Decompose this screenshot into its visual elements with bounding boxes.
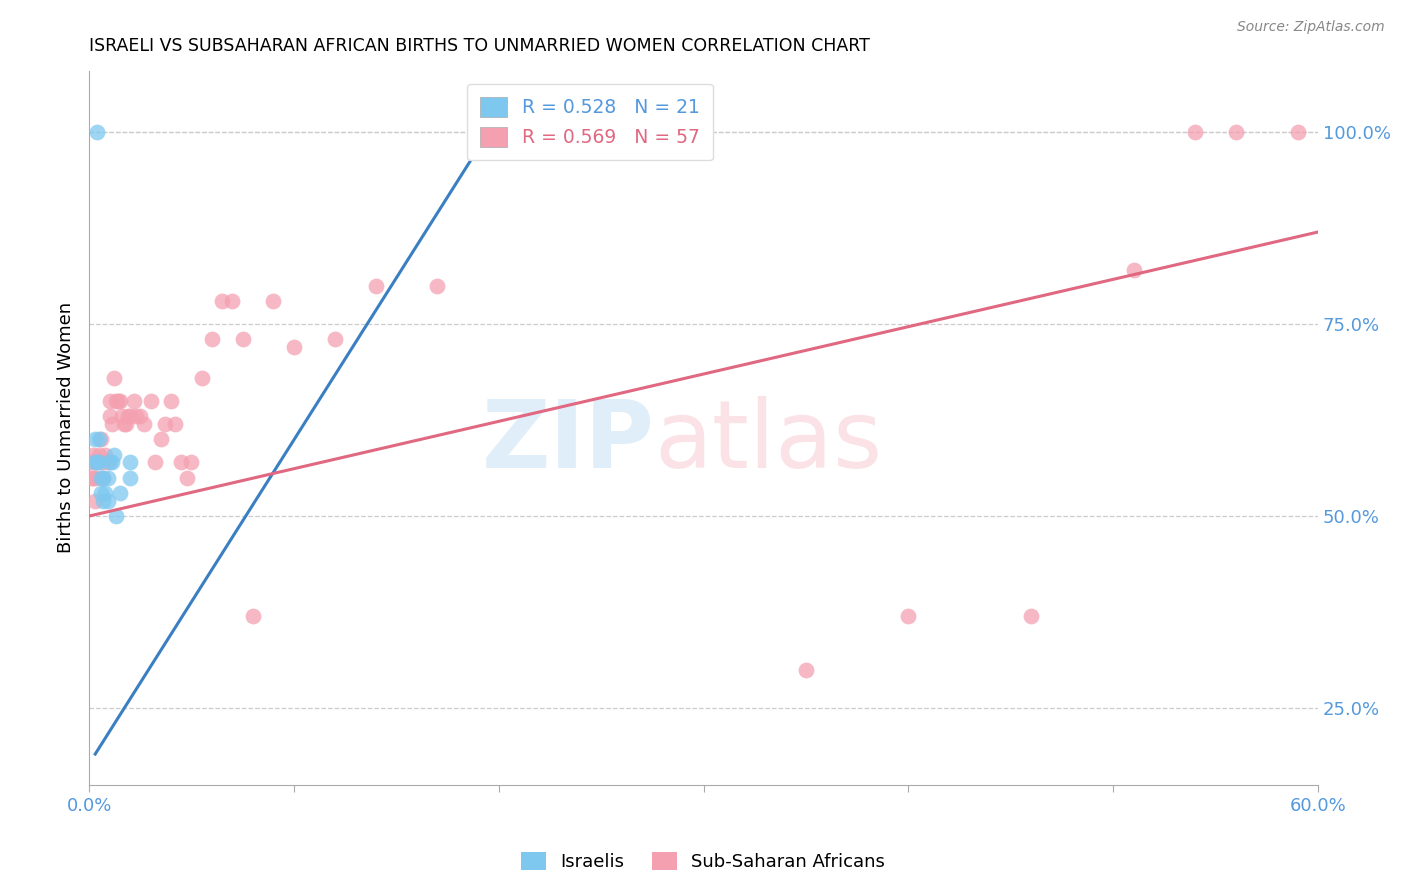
Point — [897, 608, 920, 623]
Point — [221, 294, 243, 309]
Point — [96, 470, 118, 484]
Point — [103, 448, 125, 462]
Point — [160, 393, 183, 408]
Point — [190, 371, 212, 385]
Point — [108, 486, 131, 500]
Point — [117, 409, 139, 424]
Point — [104, 509, 127, 524]
Y-axis label: Births to Unmarried Women: Births to Unmarried Women — [58, 302, 75, 553]
Point — [323, 333, 346, 347]
Point — [98, 409, 121, 424]
Point — [82, 448, 104, 462]
Point — [93, 455, 115, 469]
Point — [118, 409, 141, 424]
Point — [93, 493, 115, 508]
Point — [86, 455, 108, 469]
Point — [211, 294, 233, 309]
Point — [94, 448, 117, 462]
Text: Source: ZipAtlas.com: Source: ZipAtlas.com — [1237, 20, 1385, 34]
Point — [118, 470, 141, 484]
Text: ZIP: ZIP — [482, 396, 654, 488]
Point — [82, 470, 104, 484]
Point — [90, 432, 112, 446]
Point — [98, 455, 121, 469]
Point — [89, 448, 111, 462]
Point — [86, 125, 108, 139]
Point — [488, 125, 510, 139]
Point — [90, 470, 112, 484]
Point — [108, 393, 131, 408]
Point — [149, 432, 172, 446]
Point — [134, 417, 156, 431]
Point — [165, 417, 187, 431]
Point — [364, 278, 387, 293]
Point — [129, 409, 152, 424]
Point — [84, 455, 107, 469]
Legend: Israelis, Sub-Saharan Africans: Israelis, Sub-Saharan Africans — [513, 845, 893, 879]
Point — [89, 455, 111, 469]
Text: atlas: atlas — [654, 396, 883, 488]
Point — [89, 432, 111, 446]
Point — [86, 455, 108, 469]
Point — [1122, 263, 1144, 277]
Point — [242, 608, 264, 623]
Point — [1021, 608, 1043, 623]
Point — [107, 393, 129, 408]
Point — [93, 470, 115, 484]
Point — [96, 455, 118, 469]
Point — [1184, 125, 1206, 139]
Point — [118, 455, 141, 469]
Point — [80, 470, 103, 484]
Point — [153, 417, 176, 431]
Point — [125, 409, 148, 424]
Point — [232, 333, 254, 347]
Text: ISRAELI VS SUBSAHARAN AFRICAN BIRTHS TO UNMARRIED WOMEN CORRELATION CHART: ISRAELI VS SUBSAHARAN AFRICAN BIRTHS TO … — [89, 37, 870, 55]
Point — [122, 393, 145, 408]
Point — [180, 455, 202, 469]
Point — [111, 409, 134, 424]
Point — [80, 455, 103, 469]
Point — [103, 371, 125, 385]
Point — [139, 393, 162, 408]
Point — [100, 455, 122, 469]
Point — [93, 470, 115, 484]
Point — [84, 493, 107, 508]
Point — [104, 393, 127, 408]
Point — [94, 486, 117, 500]
Point — [262, 294, 284, 309]
Point — [112, 417, 135, 431]
Point — [84, 455, 107, 469]
Point — [794, 663, 817, 677]
Point — [98, 393, 121, 408]
Point — [201, 333, 224, 347]
Point — [426, 278, 449, 293]
Point — [283, 340, 305, 354]
Point — [143, 455, 166, 469]
Point — [90, 486, 112, 500]
Point — [1286, 125, 1309, 139]
Legend: R = 0.528   N = 21, R = 0.569   N = 57: R = 0.528 N = 21, R = 0.569 N = 57 — [467, 84, 713, 161]
Point — [170, 455, 193, 469]
Point — [84, 470, 107, 484]
Point — [100, 417, 122, 431]
Point — [176, 470, 198, 484]
Point — [1225, 125, 1247, 139]
Point — [84, 432, 107, 446]
Point — [96, 493, 118, 508]
Point — [115, 417, 138, 431]
